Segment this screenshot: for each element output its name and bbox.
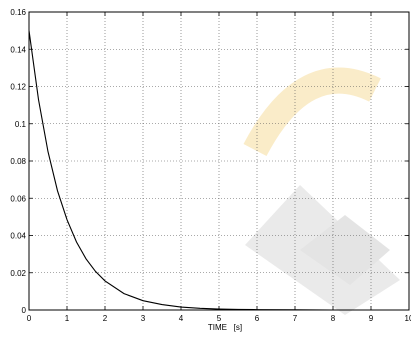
y-tick-label-5: 0.1 — [15, 120, 27, 129]
y-tick-label-6: 0.12 — [10, 83, 26, 92]
y-tick-label-2: 0.04 — [10, 232, 26, 241]
y-ticks: 0 0.02 0.04 0.06 0.08 0.1 0.12 0.14 0.16 — [10, 8, 409, 315]
x-tick-label-5: 5 — [217, 314, 222, 323]
watermark-arc — [243, 67, 381, 157]
y-tick-label-8: 0.16 — [10, 8, 26, 17]
x-tick-label-7: 7 — [293, 314, 298, 323]
y-tick-label-7: 0.14 — [10, 45, 26, 54]
grid — [29, 12, 409, 310]
y-tick-label-4: 0.08 — [10, 157, 26, 166]
y-tick-label-3: 0.06 — [10, 194, 26, 203]
x-tick-label-4: 4 — [179, 314, 184, 323]
x-tick-label-0: 0 — [27, 314, 32, 323]
x-tick-label-6: 6 — [255, 314, 260, 323]
y-tick-label-0: 0 — [22, 306, 27, 315]
x-tick-label-3: 3 — [141, 314, 146, 323]
x-ticks: 0 1 2 3 4 5 6 7 8 9 10 — [27, 12, 411, 323]
watermark — [243, 67, 400, 315]
x-axis-label: TIME [s] — [208, 323, 242, 332]
x-tick-label-1: 1 — [65, 314, 70, 323]
x-tick-label-8: 8 — [331, 314, 336, 323]
y-tick-label-1: 0.02 — [10, 269, 26, 278]
x-tick-label-10: 10 — [405, 314, 411, 323]
x-tick-label-2: 2 — [103, 314, 108, 323]
watermark-handle — [300, 215, 390, 285]
x-tick-label-9: 9 — [369, 314, 374, 323]
